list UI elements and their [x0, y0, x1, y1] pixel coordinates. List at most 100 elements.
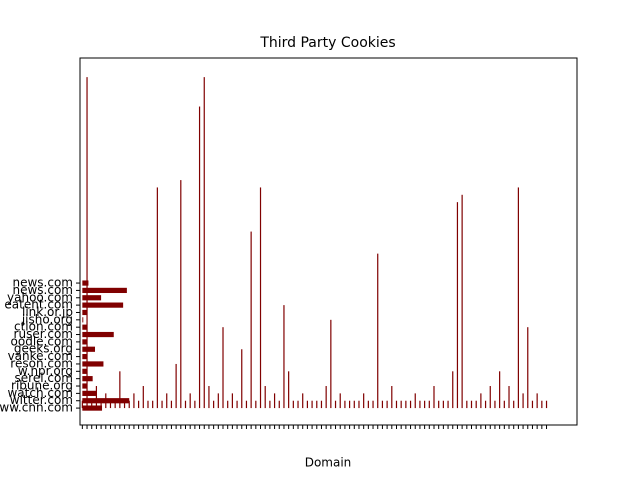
bar — [288, 371, 290, 409]
h-bar — [82, 339, 88, 345]
bar — [114, 400, 116, 409]
bar — [353, 400, 355, 409]
bar — [109, 400, 112, 409]
h-bar — [82, 405, 103, 411]
y-tick-label: news.com — [13, 276, 74, 290]
bar — [194, 400, 196, 409]
bar — [363, 393, 365, 409]
bar — [311, 400, 313, 409]
bar — [128, 400, 130, 409]
bar — [527, 327, 529, 409]
bar — [273, 393, 276, 409]
bar — [494, 400, 496, 409]
bar — [302, 393, 304, 409]
h-bar — [82, 280, 89, 286]
bar — [100, 400, 102, 409]
plot-frame — [79, 57, 578, 426]
bar — [91, 400, 93, 409]
bar — [377, 253, 379, 409]
bar — [386, 400, 388, 409]
h-bar — [82, 302, 124, 308]
bar — [433, 386, 435, 409]
bar — [452, 371, 454, 409]
y-tick-label: serel.com — [15, 371, 73, 385]
bar — [409, 400, 412, 409]
h-bar — [82, 309, 88, 316]
bar — [400, 400, 402, 409]
bar — [531, 400, 534, 409]
bar — [227, 400, 229, 409]
bar — [138, 400, 140, 409]
bar — [424, 400, 426, 409]
bar — [395, 400, 398, 409]
y-tick-label: geeks.org — [14, 342, 73, 356]
bar — [119, 371, 121, 409]
bar — [142, 386, 144, 409]
bar — [545, 400, 548, 409]
y-tick-label: oodle.com — [11, 334, 73, 348]
y-tick-label: w.npr.org — [18, 364, 73, 378]
y-tick-label: news.com — [13, 283, 74, 297]
bar — [330, 319, 332, 409]
bar — [198, 106, 201, 409]
bar — [442, 400, 444, 409]
bar — [180, 180, 182, 409]
bar — [217, 393, 219, 409]
bar — [428, 400, 430, 409]
bar — [438, 400, 440, 409]
y-tick-label: vanke.com — [8, 349, 73, 363]
bar — [241, 349, 243, 409]
bar — [489, 386, 491, 409]
bar — [203, 77, 205, 409]
chart-title: Third Party Cookies — [259, 35, 395, 51]
bar — [358, 400, 360, 409]
bar — [372, 400, 374, 409]
h-bar — [82, 383, 88, 389]
bar — [461, 194, 463, 409]
bar — [419, 400, 421, 409]
bar — [222, 327, 224, 409]
bar — [189, 393, 191, 409]
bar — [133, 393, 135, 409]
bar — [213, 400, 215, 409]
bar — [513, 400, 515, 409]
bar — [161, 400, 163, 409]
bar — [344, 400, 346, 409]
h-bar — [82, 354, 88, 360]
bar — [297, 400, 299, 409]
bar — [325, 386, 327, 409]
bar — [499, 371, 501, 409]
h-bar — [82, 317, 84, 323]
bar — [208, 386, 210, 409]
bar — [184, 400, 187, 409]
h-bar — [82, 295, 102, 301]
h-bar — [82, 324, 88, 330]
bar — [367, 400, 369, 409]
bar — [391, 386, 393, 409]
bar — [503, 400, 505, 409]
bar — [466, 400, 468, 409]
y-tick-label: link.or.jp — [22, 305, 73, 319]
bar — [269, 400, 271, 409]
bar — [175, 363, 177, 409]
bar — [156, 187, 158, 409]
bar — [480, 393, 482, 409]
bar — [536, 393, 538, 409]
bar — [348, 400, 351, 409]
bar — [259, 187, 262, 409]
bar — [334, 400, 337, 409]
bar — [231, 393, 233, 409]
bar — [405, 400, 407, 409]
bar — [147, 400, 149, 409]
bar — [292, 400, 294, 409]
h-bar — [82, 398, 130, 404]
bar — [306, 400, 309, 409]
h-bar — [82, 376, 93, 382]
bar — [81, 400, 83, 409]
bar — [470, 400, 473, 409]
bar — [255, 400, 257, 409]
y-tick-label: witter.com — [10, 393, 73, 407]
bar — [123, 400, 126, 409]
y-tick-label: yahoo.com — [7, 290, 73, 304]
